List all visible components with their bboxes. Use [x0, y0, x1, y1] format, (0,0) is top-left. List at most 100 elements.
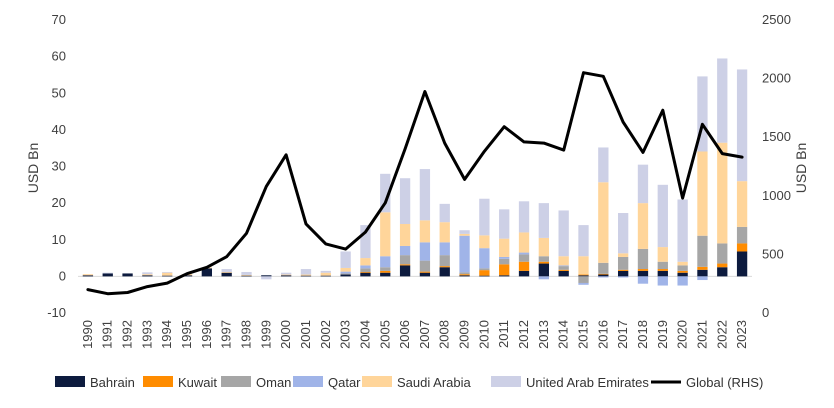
- bar-kuwait-2004: [360, 271, 371, 273]
- bar-bahrain-1996: [201, 268, 213, 277]
- bar-qatar-2009: [459, 235, 470, 273]
- bar-kuwait-2017: [617, 269, 629, 271]
- bar-bahrain-2022: [717, 267, 728, 277]
- bar-kuwait-2013: [538, 261, 550, 264]
- bar-united-arab-emirates-2022: [717, 58, 728, 143]
- bar-united-arab-emirates-2013: [538, 203, 550, 238]
- x-tick-label: 2001: [298, 320, 313, 349]
- bar-bahrain-2023: [736, 251, 748, 277]
- bar-saudi-arabia-2017: [617, 253, 629, 257]
- bar-bahrain-1997: [221, 272, 232, 277]
- bar-saudi-arabia-2022: [717, 142, 728, 244]
- y-tick-label-left: 0: [59, 268, 66, 283]
- x-tick-label: 1993: [139, 320, 154, 349]
- bar-kuwait-2014: [558, 269, 569, 271]
- bar-saudi-arabia-2018: [637, 203, 649, 249]
- bar-saudi-arabia-1993: [142, 274, 153, 276]
- x-tick-label: 2021: [694, 320, 709, 349]
- bar-bahrain-2003: [340, 274, 351, 277]
- bar-oman-2011: [499, 258, 510, 265]
- x-tick-label: 1999: [258, 320, 273, 349]
- bar-united-arab-emirates-2007: [419, 169, 431, 221]
- x-tick-label: 2004: [357, 320, 372, 349]
- bar-bahrain-2005: [380, 272, 391, 277]
- x-tick-label: 2020: [675, 320, 690, 349]
- legend-label-saudi-arabia: Saudi Arabia: [397, 375, 471, 390]
- bar-oman-2014: [558, 266, 569, 270]
- x-tick-label: 2013: [536, 320, 551, 349]
- bar-kuwait-2020: [677, 270, 688, 273]
- bar-united-arab-emirates-2010: [479, 198, 490, 236]
- bar-oman-2008: [439, 255, 450, 267]
- bar-saudi-arabia-2005: [380, 212, 391, 257]
- bar-bahrain-1998: [241, 275, 252, 277]
- bar-united-arab-emirates-2018: [637, 164, 649, 204]
- bar-bahrain-2020: [677, 272, 688, 277]
- y-tick-label-right: 2500: [762, 12, 791, 27]
- bar-saudi-arabia-2001: [300, 274, 312, 276]
- bar-bahrain-2019: [657, 270, 668, 277]
- x-tick-label: 2000: [278, 320, 293, 349]
- bar-qatar-2007: [419, 242, 431, 261]
- bar-saudi-arabia-2012: [518, 232, 530, 253]
- bar-saudi-arabia-2000: [280, 274, 292, 276]
- bar-saudi-arabia-2008: [439, 222, 450, 243]
- bar-united-arab-emirates-1999: [261, 276, 272, 280]
- x-tick-label: 1997: [219, 320, 234, 349]
- bar-united-arab-emirates-2009: [459, 230, 470, 234]
- bar-kuwait-2010: [479, 270, 490, 276]
- bar-united-arab-emirates-2011: [499, 209, 510, 239]
- bar-bahrain-2004: [360, 272, 371, 277]
- x-tick-label: 2006: [397, 320, 412, 349]
- bar-bahrain-1992: [122, 273, 133, 277]
- x-tick-label: 1996: [199, 320, 214, 349]
- bar-saudi-arabia-1997: [221, 271, 232, 273]
- bar-saudi-arabia-2007: [419, 220, 431, 243]
- x-tick-label: 2019: [655, 320, 670, 349]
- bar-qatar-2008: [439, 242, 450, 256]
- bar-united-arab-emirates-2002: [320, 270, 331, 273]
- bar-bahrain-2006: [399, 265, 411, 277]
- bar-oman-2006: [399, 255, 411, 265]
- y-tick-label-left: -10: [47, 305, 66, 320]
- bar-kuwait-2008: [439, 266, 450, 268]
- bar-united-arab-emirates-2012: [518, 201, 530, 233]
- bar-kuwait-2023: [736, 243, 748, 252]
- bar-kuwait-2006: [399, 264, 411, 266]
- x-tick-label: 2003: [338, 320, 353, 349]
- bar-bahrain-2018: [637, 270, 649, 277]
- x-tick-label: 2023: [734, 320, 749, 349]
- bar-united-arab-emirates-1997: [221, 269, 232, 272]
- bar-united-arab-emirates-1991: [102, 272, 113, 274]
- legend-label-united-arab-emirates: United Arab Emirates: [526, 375, 649, 390]
- bar-qatar-2021: [697, 276, 708, 281]
- x-tick-label: 2015: [576, 320, 591, 349]
- bar-united-arab-emirates-2006: [399, 178, 411, 225]
- y-tick-label-right: 1000: [762, 188, 791, 203]
- bar-qatar-2003: [340, 271, 351, 274]
- x-tick-label: 1990: [80, 320, 95, 349]
- bar-bahrain-1990: [82, 275, 94, 277]
- bar-united-arab-emirates-2004: [360, 225, 371, 259]
- bar-oman-2016: [598, 262, 609, 274]
- x-tick-label: 1998: [239, 320, 254, 349]
- bar-kuwait-2021: [697, 266, 708, 270]
- x-tick-label: 2008: [437, 320, 452, 349]
- bar-oman-2009: [459, 272, 470, 275]
- bar-kuwait-2012: [518, 261, 530, 271]
- bar-united-arab-emirates-2020: [677, 199, 688, 262]
- bar-united-arab-emirates-1998: [241, 271, 252, 275]
- bar-saudi-arabia-1994: [162, 272, 173, 276]
- bar-kuwait-2011: [499, 264, 510, 276]
- y-tick-label-left: 60: [52, 49, 66, 64]
- legend-label-qatar: Qatar: [328, 375, 361, 390]
- y-tick-label-left: 70: [52, 12, 66, 27]
- bar-bahrain-1993: [142, 275, 153, 277]
- bar-kuwait-2007: [419, 271, 431, 273]
- bar-united-arab-emirates-2001: [300, 269, 312, 275]
- bar-kuwait-2005: [380, 270, 391, 273]
- bar-bahrain-1999: [261, 275, 272, 277]
- bar-kuwait-2018: [637, 269, 649, 271]
- bar-saudi-arabia-2020: [677, 261, 688, 266]
